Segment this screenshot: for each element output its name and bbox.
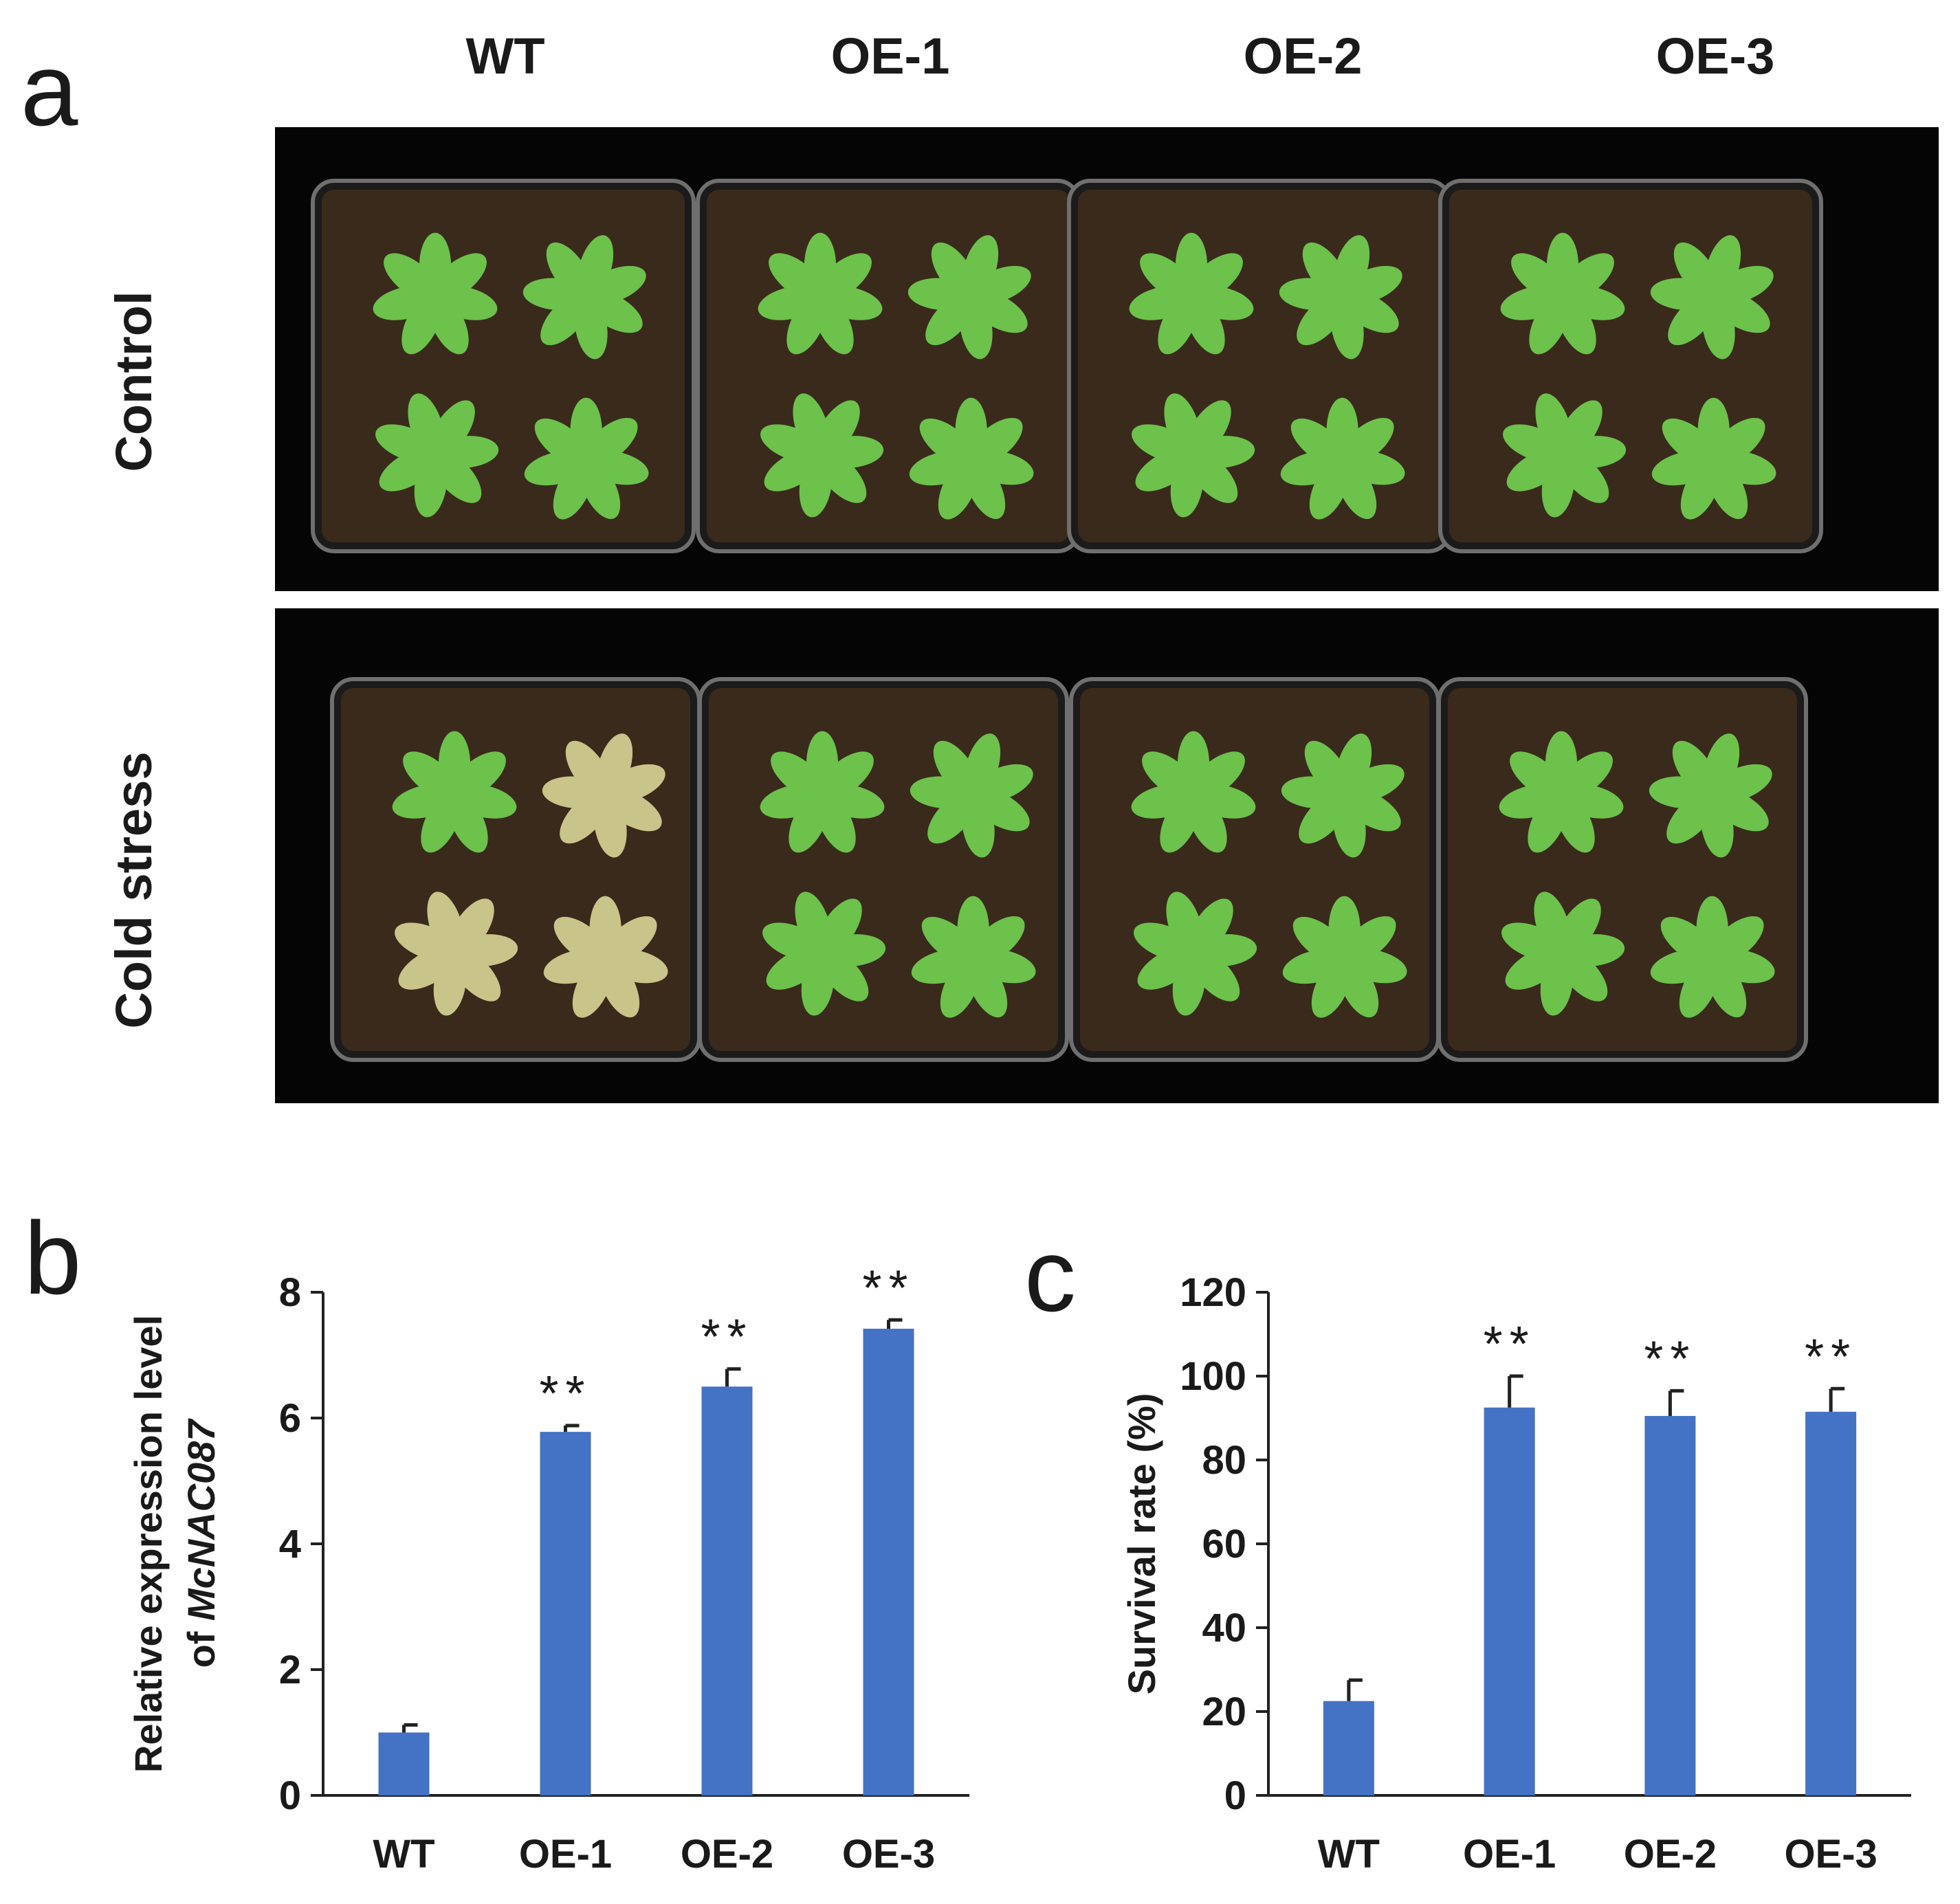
plant-rosette: [1132, 393, 1255, 518]
y-tick-label: 4: [279, 1522, 301, 1567]
survival-bar-chart: 0 20 40 60 80 100 120 WT ** OE-1 ** OE-2 ** OE-3 Survi…: [1120, 1270, 1911, 1877]
y-tick-label: 80: [1202, 1438, 1246, 1483]
plant-rosette: [1131, 731, 1256, 853]
expression-bar-chart: 0 2 4 6 8 WT ** OE-1 ** OE-2 ** OE-3 Relative expres…: [126, 1261, 969, 1877]
significance-label: **: [1484, 1317, 1536, 1372]
y-tick-label: 0: [279, 1773, 301, 1818]
significance-label: **: [1644, 1331, 1696, 1386]
plant-rosette: [542, 733, 665, 858]
y-axis-label-prefix: of: [179, 1621, 223, 1668]
column-label-wt: WT: [465, 27, 545, 85]
panel-label-b: b: [24, 1200, 82, 1316]
plant-rosette: [910, 733, 1033, 858]
bar-oe-2: [701, 1386, 753, 1795]
plant-rosette: [1129, 232, 1254, 355]
plant-rosette: [1503, 393, 1627, 518]
y-axis-label-line1: Relative expression level: [126, 1315, 170, 1773]
y-axis-label-line2: of McNAC087: [179, 1418, 223, 1668]
plant-rosette: [760, 731, 885, 853]
column-label-oe3: OE-3: [1655, 27, 1775, 85]
plant-rosette: [1499, 731, 1624, 853]
plant-rosette: [1280, 397, 1405, 520]
x-tick-label: WT: [1318, 1832, 1380, 1877]
plant-rosette: [1650, 235, 1774, 359]
pot-1-1: [698, 677, 1069, 1062]
column-label-oe2: OE-2: [1243, 27, 1363, 85]
pot-1-3: [1437, 677, 1808, 1062]
plant-rosette: [1281, 733, 1405, 858]
bar-oe-1: [1484, 1407, 1535, 1795]
plant-rosette: [1649, 733, 1772, 858]
plant-rosette: [375, 393, 499, 518]
plant-rosette: [1279, 235, 1402, 359]
bar-wt: [378, 1732, 430, 1795]
significance-label: **: [1805, 1329, 1857, 1384]
plant-rosette: [911, 896, 1036, 1018]
y-tick-label: 100: [1180, 1354, 1246, 1399]
bar-wt: [1323, 1701, 1374, 1795]
bar-oe-3: [1805, 1411, 1857, 1795]
plant-rosette: [524, 397, 649, 520]
plant-rosette: [1651, 397, 1776, 520]
column-label-oe1: OE-1: [830, 27, 950, 85]
photo-control-row: [275, 127, 1939, 591]
plant-rosette: [392, 731, 517, 853]
x-tick-label: OE-3: [842, 1832, 935, 1877]
x-tick-label: OE-2: [681, 1832, 773, 1877]
plant-rosette: [907, 235, 1031, 359]
plant-rosette: [1500, 232, 1625, 355]
x-tick-label: OE-1: [519, 1832, 612, 1877]
plant-rosette: [522, 235, 646, 359]
panel-label-a: a: [21, 32, 78, 147]
y-tick-label: 40: [1202, 1606, 1246, 1650]
y-tick-label: 120: [1180, 1270, 1246, 1315]
plant-rosette: [909, 397, 1034, 520]
bar-oe-3: [863, 1329, 914, 1795]
bar-oe-2: [1644, 1415, 1696, 1795]
significance-label: **: [701, 1310, 753, 1365]
x-tick-label: OE-3: [1784, 1832, 1877, 1877]
photo-cold-stress-row: [275, 608, 1939, 1103]
plant-rosette: [1282, 896, 1407, 1018]
y-tick-label: 0: [1224, 1773, 1246, 1818]
pot-1-0: [330, 677, 701, 1062]
pot-0-2: [1067, 179, 1452, 553]
y-tick-label: 20: [1202, 1690, 1246, 1734]
y-tick-label: 2: [279, 1648, 301, 1692]
plant-rosette: [758, 232, 883, 355]
plant-rosette: [543, 896, 668, 1018]
pot-0-0: [311, 179, 696, 553]
plant-rosette: [1501, 892, 1625, 1016]
row-label-cold-stress: Cold stress: [105, 751, 162, 1029]
y-tick-label: 8: [279, 1270, 301, 1315]
pot-1-2: [1069, 677, 1440, 1062]
y-axis-label-gene: McNAC087: [179, 1418, 223, 1621]
y-tick-label: 6: [279, 1396, 301, 1441]
plant-rosette: [373, 232, 498, 355]
x-tick-label: OE-2: [1624, 1832, 1717, 1877]
panel-label-c: c: [1024, 1217, 1076, 1333]
significance-label: **: [539, 1366, 591, 1421]
plant-rosette: [395, 892, 518, 1016]
plant-rosette: [1134, 892, 1257, 1016]
plant-rosette: [1650, 896, 1775, 1018]
pot-0-3: [1438, 179, 1823, 553]
plant-rosette: [760, 393, 884, 518]
x-tick-label: OE-1: [1463, 1832, 1556, 1877]
plant-rosette: [762, 892, 886, 1016]
x-tick-label: WT: [373, 1832, 434, 1877]
y-tick-label: 60: [1202, 1522, 1246, 1567]
pot-0-1: [696, 179, 1081, 553]
significance-label: **: [862, 1261, 914, 1316]
bar-oe-1: [540, 1432, 591, 1795]
y-axis-label: Survival rate (%): [1120, 1393, 1163, 1695]
row-label-control: Control: [105, 291, 162, 472]
